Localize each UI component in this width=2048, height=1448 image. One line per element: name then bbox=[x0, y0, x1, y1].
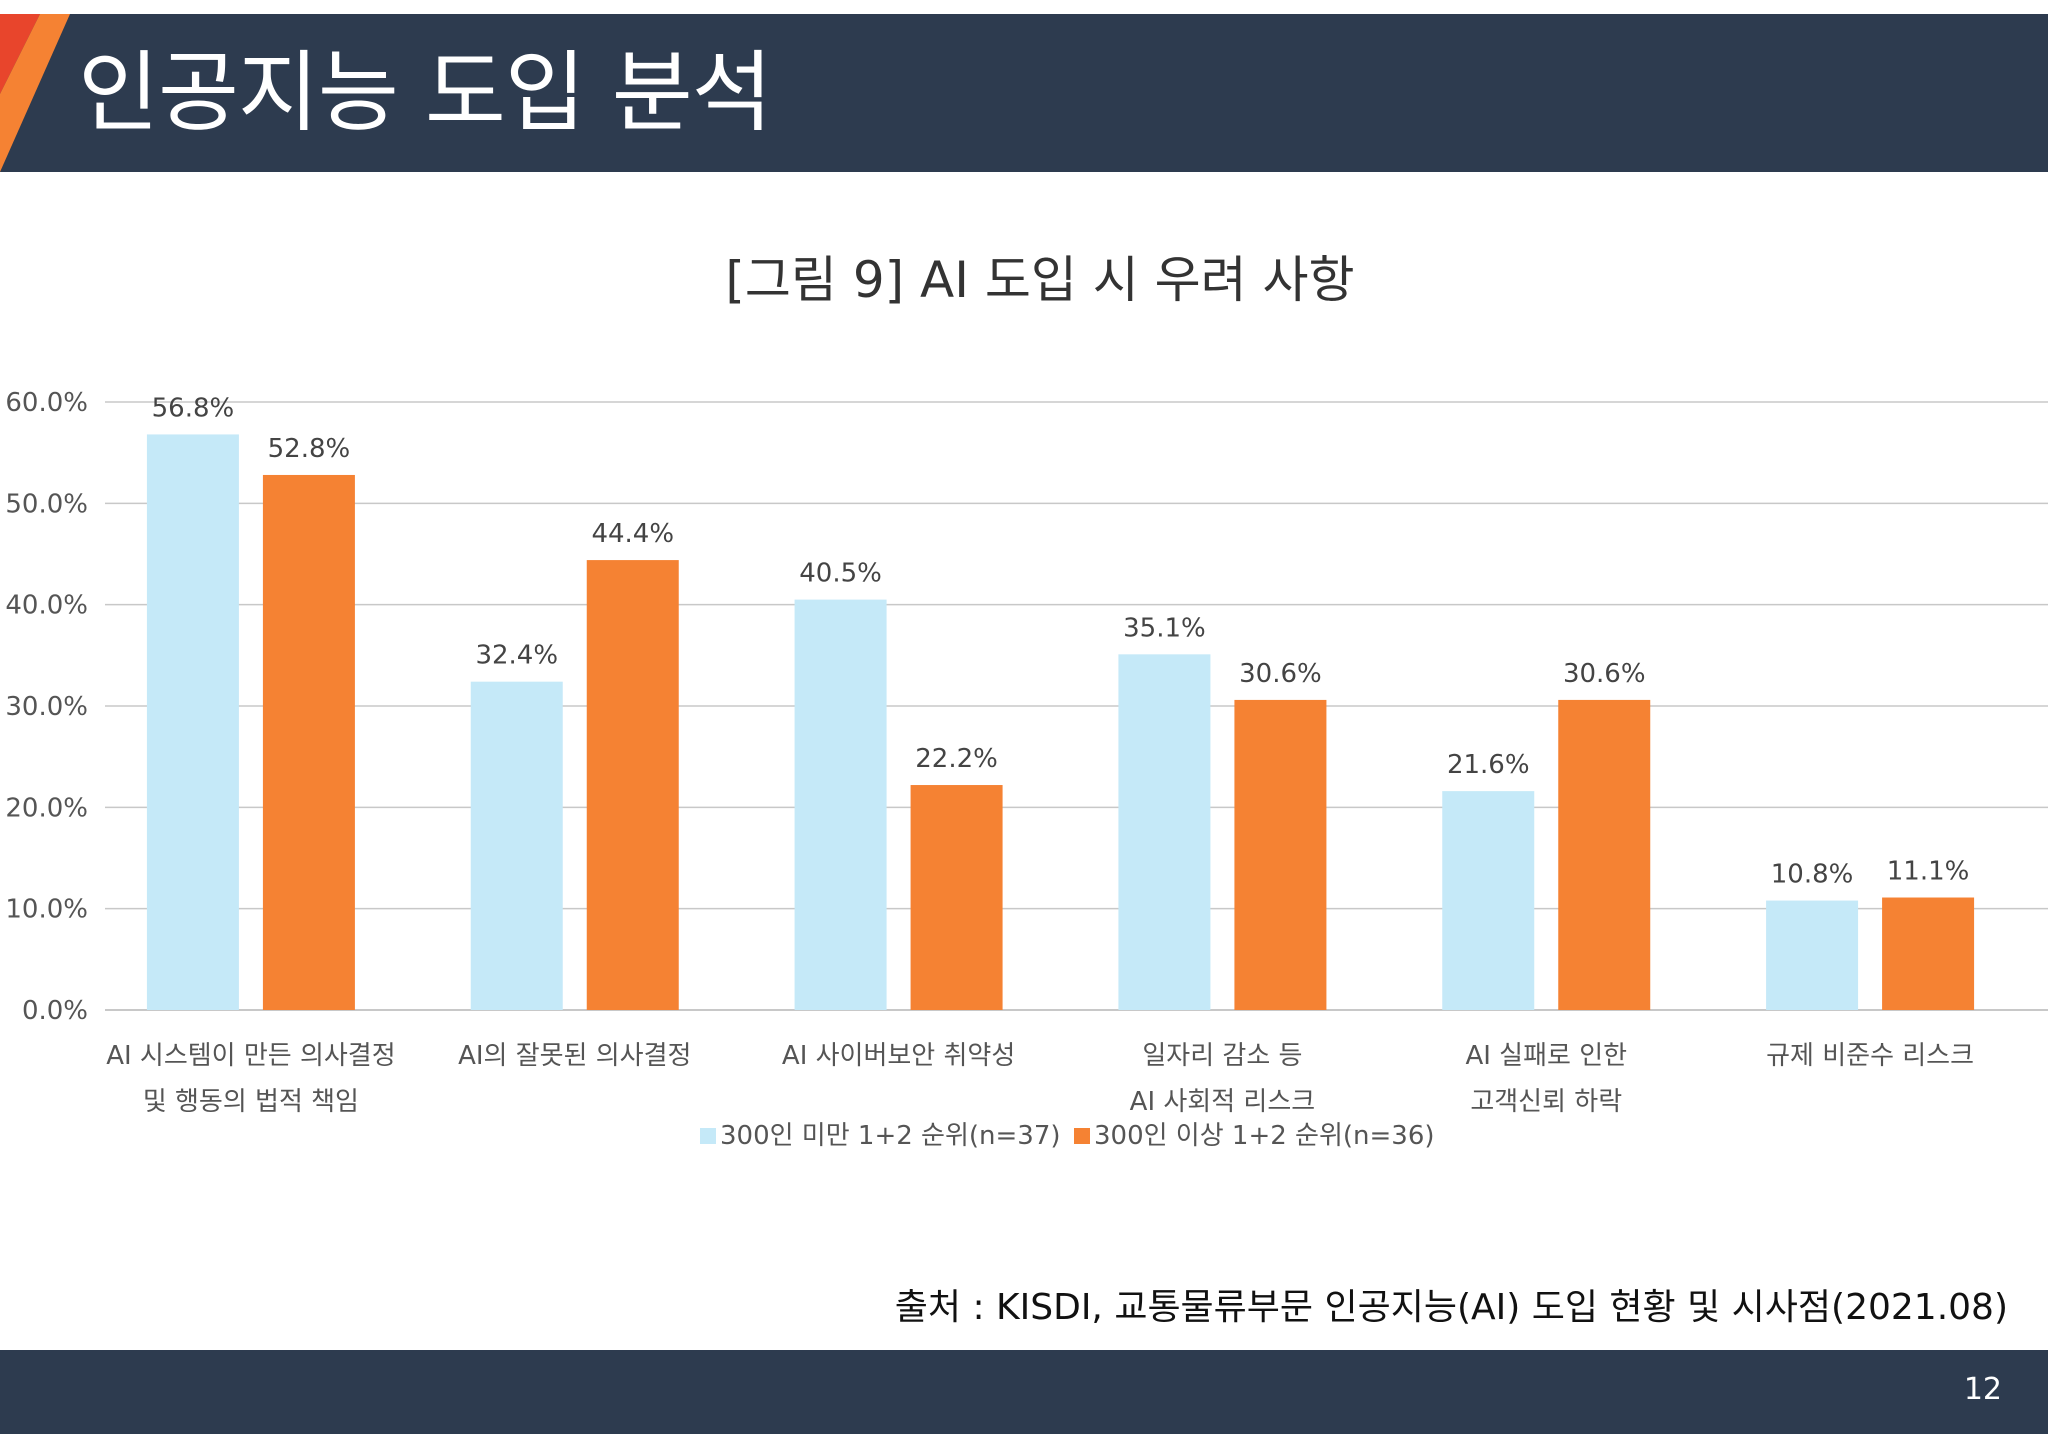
accent-orange-shape bbox=[0, 14, 70, 172]
bar-chart: [그림 9] AI 도입 시 우려 사항 0.0% 10.0% 20.0% 30.0% 4… bbox=[5, 251, 2048, 1151]
category-label: 규제 비준수 리스크 bbox=[1766, 1041, 1974, 1071]
slide-title: 인공지능 도입 분석 bbox=[78, 41, 773, 144]
category-label: AI 시스템이 만든 의사결정 bbox=[106, 1041, 395, 1071]
category-label: AI 실패로 인한 bbox=[1465, 1041, 1627, 1071]
bar-series-1-2 bbox=[794, 599, 887, 1010]
data-label: 40.5% bbox=[799, 559, 882, 589]
bar-series-1-3 bbox=[1118, 654, 1211, 1010]
y-tick-label: 50.0% bbox=[5, 489, 88, 519]
y-tick-label: 20.0% bbox=[5, 793, 88, 823]
category-label: AI 사이버보안 취약성 bbox=[782, 1041, 1015, 1071]
bar-series-1-0 bbox=[146, 434, 239, 1011]
legend-swatch-2 bbox=[1074, 1128, 1090, 1144]
page-number: 12 bbox=[1963, 1372, 2002, 1407]
bar-series-2-1 bbox=[586, 560, 679, 1010]
data-label: 30.6% bbox=[1239, 659, 1322, 689]
data-label: 30.6% bbox=[1563, 659, 1646, 689]
data-label: 10.8% bbox=[1771, 860, 1854, 890]
bar-series-1-4 bbox=[1442, 791, 1535, 1010]
y-tick-label: 0.0% bbox=[22, 996, 88, 1026]
y-tick-label: 40.0% bbox=[5, 591, 88, 621]
source-note: 출처 : KISDI, 교통물류부문 인공지능(AI) 도입 현황 및 시사점(… bbox=[894, 1287, 2008, 1328]
data-label: 32.4% bbox=[475, 641, 558, 671]
legend-label-1: 300인 미만 1+2 순위(n=37) bbox=[720, 1121, 1061, 1151]
bar-series-1-1 bbox=[470, 681, 563, 1010]
legend-swatch-1 bbox=[700, 1128, 716, 1144]
data-label: 52.8% bbox=[268, 434, 351, 464]
bar-series-2-4 bbox=[1558, 699, 1651, 1010]
data-label: 11.1% bbox=[1887, 857, 1970, 887]
bar-series-2-5 bbox=[1882, 897, 1975, 1010]
title-band bbox=[0, 14, 2048, 172]
title-accent bbox=[0, 14, 70, 172]
category-label: 고객신뢰 하락 bbox=[1470, 1087, 1622, 1117]
bar-series-2-3 bbox=[1234, 699, 1327, 1010]
bar-series-1-5 bbox=[1766, 900, 1859, 1010]
data-label: 44.4% bbox=[591, 519, 674, 549]
footer-band bbox=[0, 1350, 2048, 1434]
category-label: AI의 잘못된 의사결정 bbox=[458, 1041, 691, 1071]
bar-series-2-2 bbox=[910, 785, 1003, 1010]
y-tick-label: 10.0% bbox=[5, 895, 88, 925]
chart-title: [그림 9] AI 도입 시 우려 사항 bbox=[725, 251, 1354, 309]
bar-series-2-0 bbox=[262, 474, 355, 1011]
data-label: 22.2% bbox=[915, 744, 998, 774]
data-label: 35.1% bbox=[1123, 613, 1206, 643]
y-tick-label: 30.0% bbox=[5, 692, 88, 722]
legend-label-2: 300인 이상 1+2 순위(n=36) bbox=[1094, 1121, 1435, 1151]
category-label: 및 행동의 법적 책임 bbox=[143, 1087, 359, 1117]
category-label: 일자리 감소 등 bbox=[1142, 1041, 1302, 1071]
y-tick-label: 60.0% bbox=[5, 388, 88, 418]
data-label: 56.8% bbox=[152, 393, 235, 423]
category-label: AI 사회적 리스크 bbox=[1130, 1087, 1316, 1117]
data-label: 21.6% bbox=[1447, 750, 1530, 780]
